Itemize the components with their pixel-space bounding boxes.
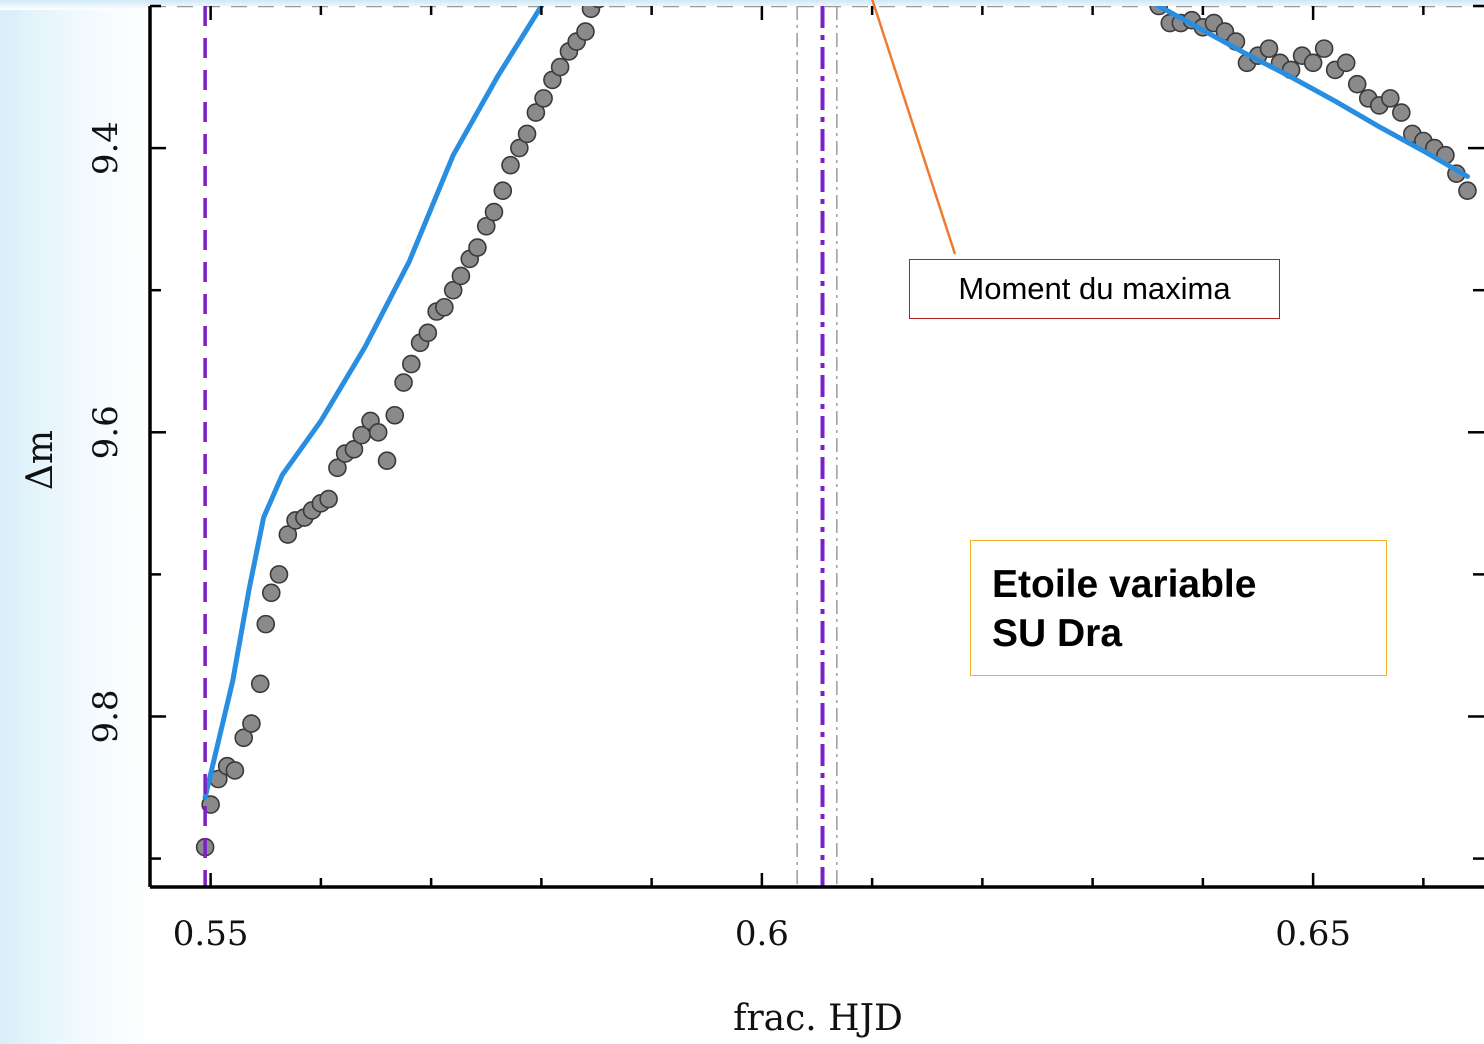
background-left-gradient [0,0,150,1044]
data-point [501,155,520,175]
data-point [256,614,276,634]
annotation-arrow-line [871,0,957,255]
data-point [592,6,605,9]
marker-lines [203,6,825,887]
data-point [510,138,529,158]
x-tick-label: 0.6 [735,914,789,954]
x-tick-label: 0.65 [1275,914,1351,954]
data-point [1347,74,1367,94]
reference-lines [150,6,1484,887]
annotation-moment-maximum: Moment du maxima [909,259,1280,319]
annotation-moment-maximum-text: Moment du maxima [958,271,1231,306]
data-point [581,6,601,19]
data-point [319,489,338,509]
data-point [550,57,570,77]
data-point [1259,39,1279,58]
data-point [468,238,487,257]
data-point [234,728,254,748]
data-point [435,297,454,317]
data-point [242,714,261,733]
fit-curve-layer [202,6,1470,800]
data-point [526,103,546,122]
y-tick-label: 9.6 [86,405,126,459]
fit-curve [202,6,1470,800]
y-axis-label: Δm [20,430,61,490]
y-tick-label: 9.8 [86,689,126,743]
data-point [418,323,438,343]
axes: 0.55 0.6 0.65 9.4 9.6 9.8 [86,4,1484,954]
annotation-star-line-1: Etoile variable [992,563,1257,606]
data-point [451,266,471,286]
data-point [493,181,513,201]
data-point [269,565,289,584]
data-point [344,440,364,459]
data-point [368,422,388,442]
data-point [225,761,245,780]
data-point [1336,53,1356,73]
data-point [385,405,405,425]
data-point [401,354,421,374]
y-tick-label: 9.4 [86,121,126,175]
data-point [278,525,298,544]
data-point [250,674,270,694]
data-point [1380,89,1400,108]
data-point [517,124,537,144]
data-point [1303,53,1323,73]
annotation-star-name: Etoile variable SU Dra [970,540,1387,676]
background-top-gradient [0,0,1484,10]
x-tick-label: 0.55 [173,914,249,954]
x-axis-label: frac. HJD [733,998,903,1039]
plot-background [150,6,1484,887]
data-point [261,583,281,603]
data-point [443,280,463,300]
data-point [377,451,397,471]
annotation-star-line-2: SU Dra [992,612,1123,655]
data-point [534,89,553,108]
data-point [1392,103,1411,122]
data-point [1458,181,1477,201]
data-point [1314,39,1334,58]
data-point [394,373,413,392]
data-point [328,458,347,478]
annotation-arrow-layer [871,0,957,255]
data-point [484,202,504,222]
data-point [476,216,496,236]
data-point [576,22,595,41]
